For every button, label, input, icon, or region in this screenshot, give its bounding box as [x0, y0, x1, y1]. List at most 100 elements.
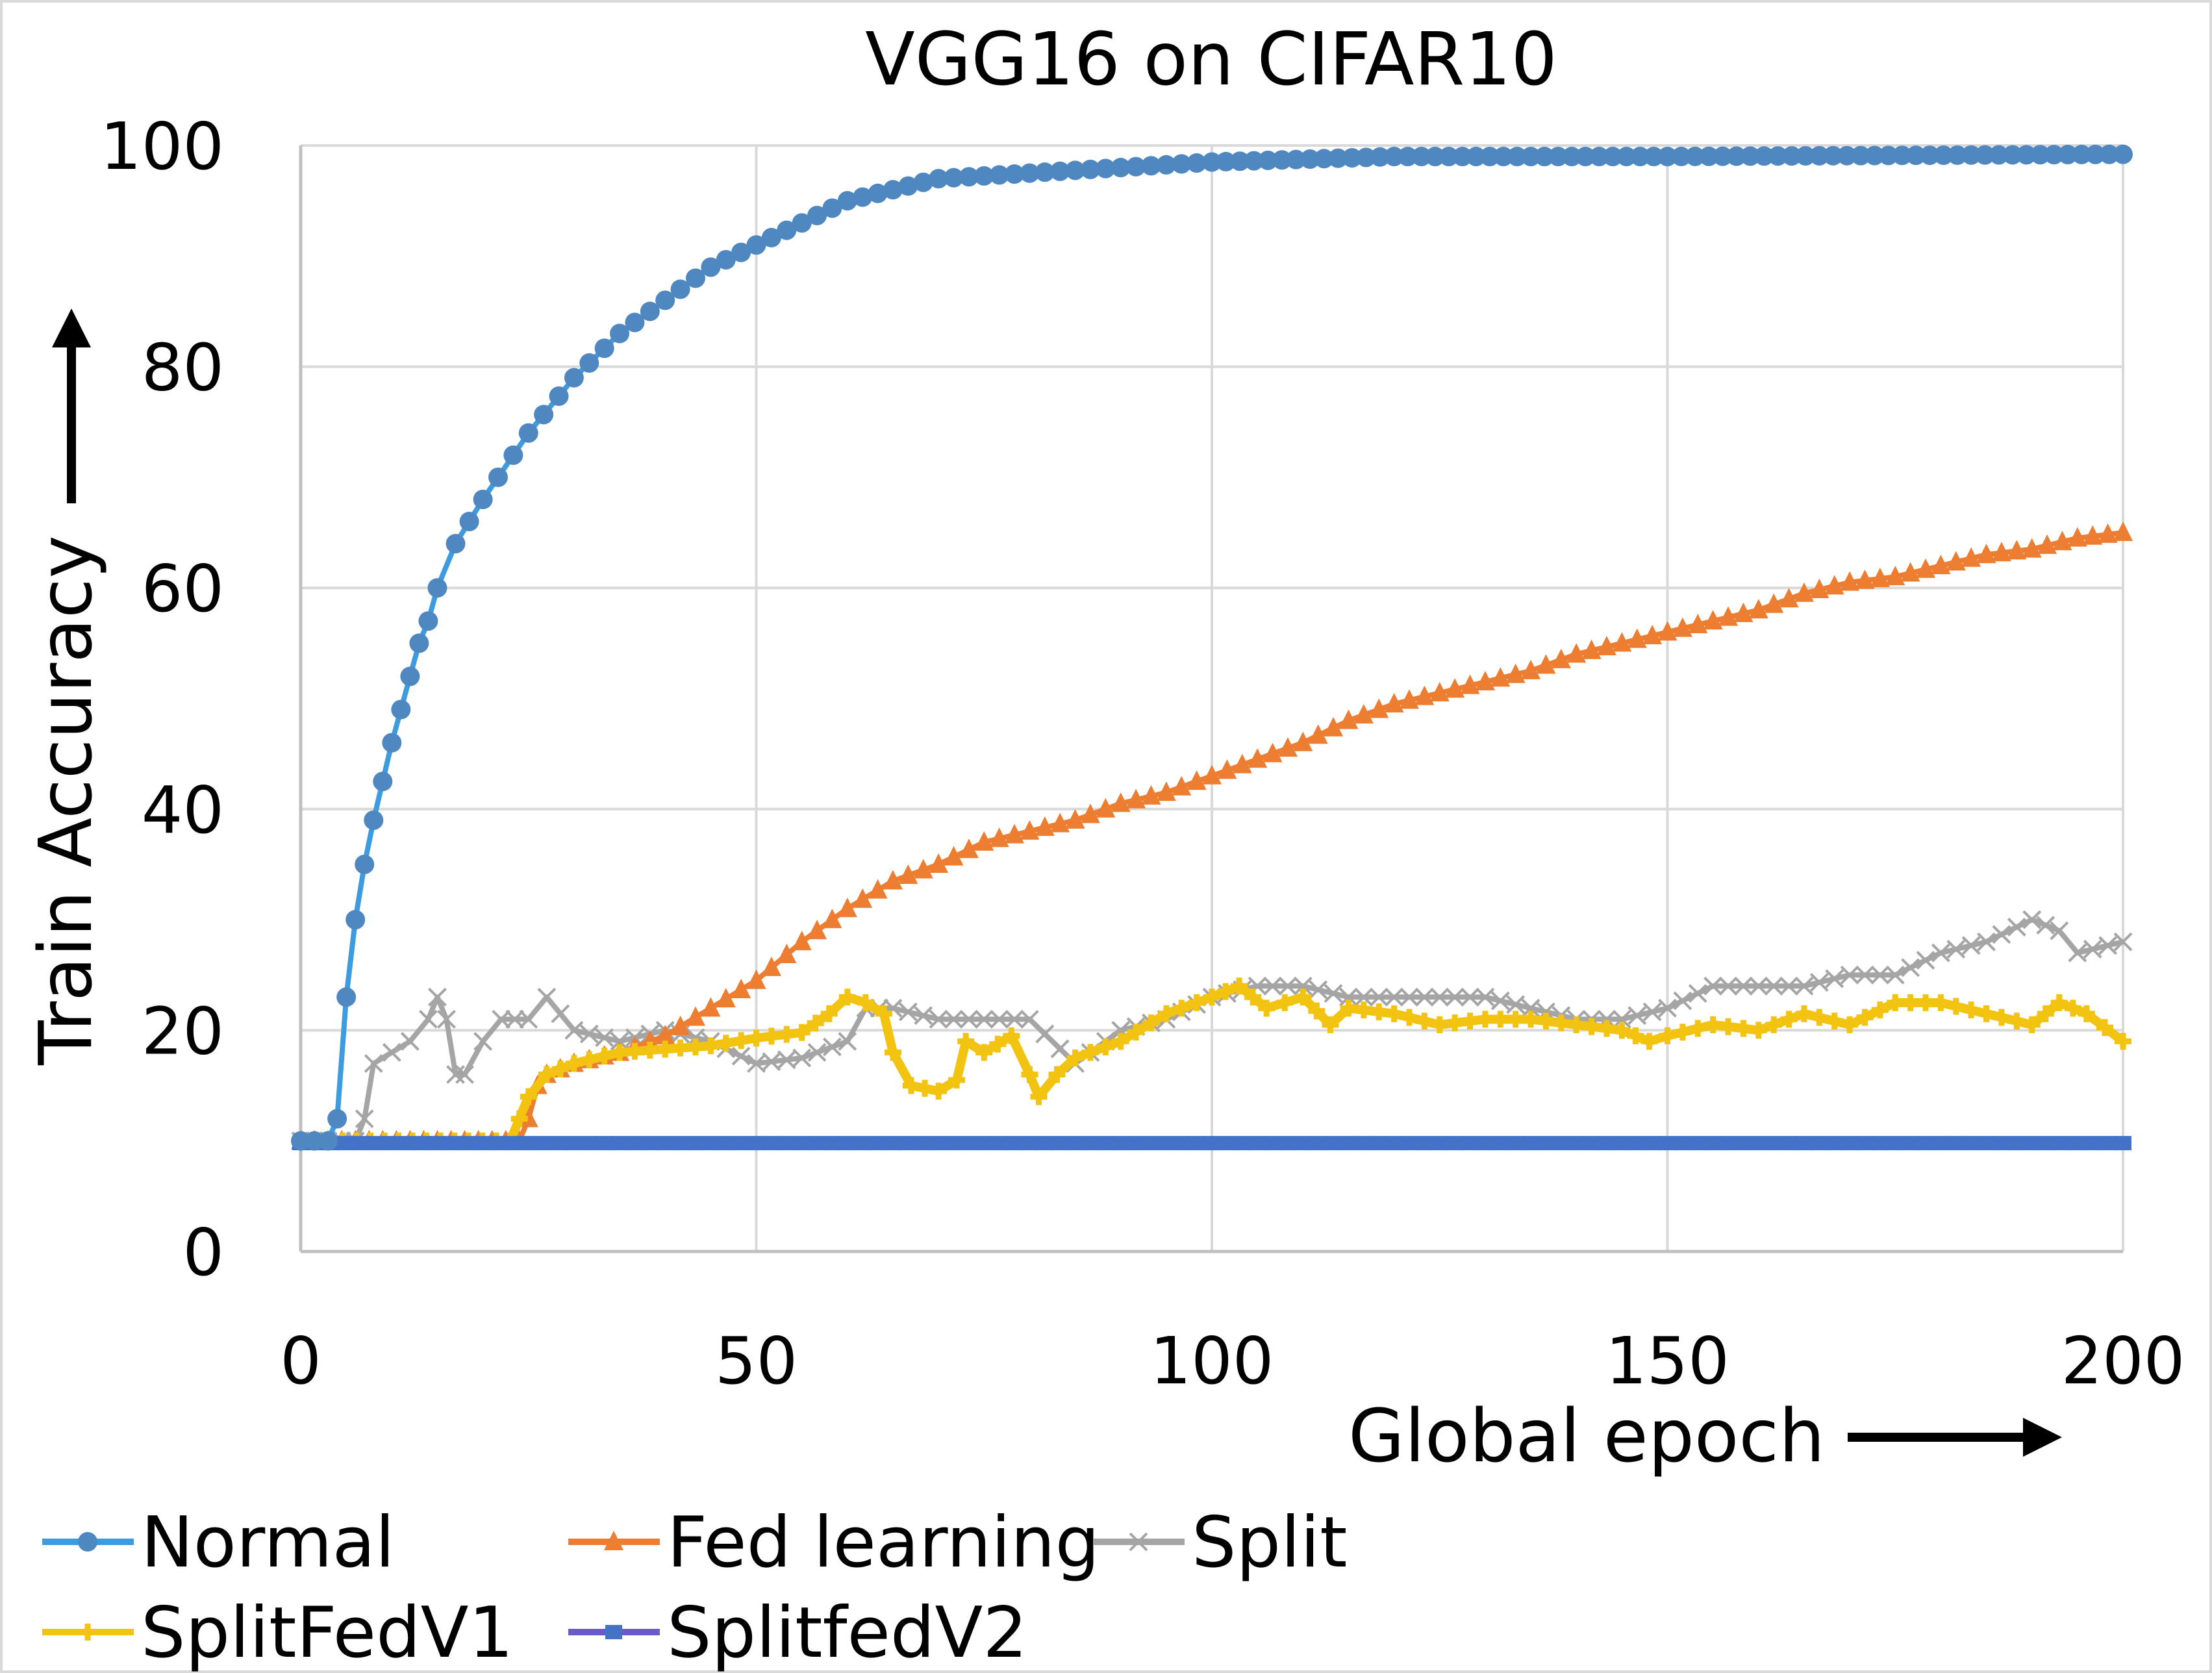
data-point-split	[446, 1065, 465, 1084]
grid	[301, 144, 2124, 1252]
data-point-fed-learning	[1475, 670, 1495, 690]
data-point-splitfedv2	[1826, 1136, 1843, 1151]
data-point-normal	[837, 191, 857, 211]
series-line-split	[301, 917, 2124, 1144]
data-point-fed-learning	[1308, 724, 1328, 744]
data-point-splitfedv2	[368, 1136, 385, 1151]
data-point-normal	[1616, 147, 1637, 167]
data-point-normal	[1452, 147, 1472, 167]
data-point-splitfedv1	[948, 1072, 966, 1089]
data-point-splitfedv2	[1416, 1136, 1433, 1151]
data-point-splitfedv2	[1157, 1136, 1175, 1151]
data-point-splitfedv2	[1492, 1136, 1509, 1151]
data-point-normal	[868, 183, 888, 203]
data-point-normal	[400, 666, 420, 686]
data-point-normal	[1126, 157, 1146, 177]
data-point-splitfedv2	[1765, 1136, 1783, 1151]
data-point-fed-learning	[1141, 785, 1161, 805]
data-point-normal	[1989, 145, 2009, 165]
data-point-splitfedv1	[1735, 1020, 1752, 1037]
data-point-fed-learning	[1566, 643, 1587, 663]
data-point-splitfedv1	[1720, 1018, 1737, 1035]
data-point-split	[1461, 987, 1479, 1007]
data-point-splitfedv2	[1537, 1136, 1555, 1151]
data-point-fed-learning	[1642, 624, 1663, 644]
data-point-fed-learning	[1612, 632, 1632, 652]
data-point-splitfedv1	[1157, 1005, 1175, 1022]
data-point-splitfedv1	[1370, 1003, 1388, 1021]
data-point-splitfedv1	[1400, 1009, 1418, 1026]
data-point-normal	[1975, 145, 1995, 165]
data-point-fed-learning	[1445, 678, 1465, 698]
data-point-splitfedv1	[1021, 1066, 1038, 1083]
data-point-split	[944, 1009, 963, 1029]
chart-title: VGG16 on CIFAR10	[865, 18, 1557, 102]
data-point-split	[2036, 916, 2055, 935]
data-point-fed-learning	[883, 870, 903, 890]
data-point-splitfedv1	[1203, 988, 1220, 1006]
data-point-splitfedv2	[550, 1136, 568, 1151]
data-point-split	[1293, 976, 1313, 996]
data-point-splitfedv1	[778, 1025, 796, 1043]
data-point-normal	[1328, 148, 1348, 168]
data-point-splitfedv1	[733, 1032, 750, 1050]
data-point-split	[1354, 987, 1374, 1007]
data-point-normal	[364, 810, 384, 830]
data-point-normal	[807, 205, 827, 225]
data-point-splitfedv1	[1048, 1066, 1066, 1083]
series-layer	[291, 144, 2133, 1151]
data-point-fed-learning	[1217, 759, 1237, 779]
y-tick-label: 0	[182, 1214, 224, 1290]
data-point-splitfedv2	[945, 1136, 962, 1151]
data-point-normal	[1726, 146, 1746, 166]
data-point-split	[1324, 984, 1343, 1003]
data-point-splitfedv1	[2078, 1005, 2095, 1022]
x-axis-label: Global epoch	[1348, 1394, 1825, 1479]
data-point-split	[2050, 921, 2069, 940]
data-point-fed-learning	[989, 827, 1009, 848]
data-point-split	[838, 1032, 857, 1051]
data-point-fed-learning	[1627, 628, 1647, 648]
data-point-normal	[731, 242, 751, 262]
data-point-splitfedv1	[1188, 994, 1205, 1011]
data-point-split	[1309, 980, 1328, 1000]
data-point-split	[1977, 932, 1996, 951]
data-point-normal	[1258, 150, 1278, 170]
data-point-fed-learning	[1399, 689, 1419, 709]
data-point-fed-learning	[822, 909, 842, 929]
data-point-splitfedv2	[1841, 1136, 1859, 1151]
data-point-splitfedv1	[1537, 1013, 1555, 1030]
data-point-fed-learning	[944, 846, 964, 866]
data-point-fed-learning	[1916, 558, 1936, 578]
data-point-normal	[1050, 161, 1070, 181]
legend-label: SplitFedV1	[141, 1592, 513, 1673]
data-point-split	[1779, 976, 1798, 996]
data-point-normal	[1644, 147, 1664, 167]
data-point-normal	[944, 168, 964, 188]
data-point-fed-learning	[2052, 531, 2072, 551]
data-point-splitfedv1	[1142, 1014, 1160, 1032]
data-point-splitfedv2	[838, 1136, 856, 1151]
data-point-splitfedv1	[975, 1044, 993, 1061]
data-point-normal	[1781, 146, 1802, 166]
data-point-fed-learning	[1490, 667, 1511, 687]
data-point-splitfedv1	[1552, 1014, 1570, 1032]
data-point-splitfedv2	[338, 1136, 355, 1151]
data-point-splitfedv2	[854, 1136, 872, 1151]
data-point-split	[1642, 1002, 1662, 1022]
data-point-split	[914, 1006, 933, 1025]
data-point-fed-learning	[1156, 781, 1176, 801]
data-point-splitfedv1	[1492, 1011, 1509, 1028]
data-point-fed-learning	[1855, 569, 1875, 589]
data-point-fed-learning	[1536, 654, 1556, 674]
data-point-normal	[594, 338, 614, 359]
data-point-splitfedv1	[957, 1033, 975, 1050]
data-point-fed-learning	[1232, 753, 1252, 774]
data-point-splitfedv2	[733, 1136, 750, 1151]
data-point-normal	[716, 249, 736, 270]
data-point-splitfedv2	[1568, 1136, 1585, 1151]
data-point-normal	[761, 227, 781, 247]
data-point-normal	[2002, 145, 2022, 165]
data-point-normal	[1244, 151, 1264, 171]
